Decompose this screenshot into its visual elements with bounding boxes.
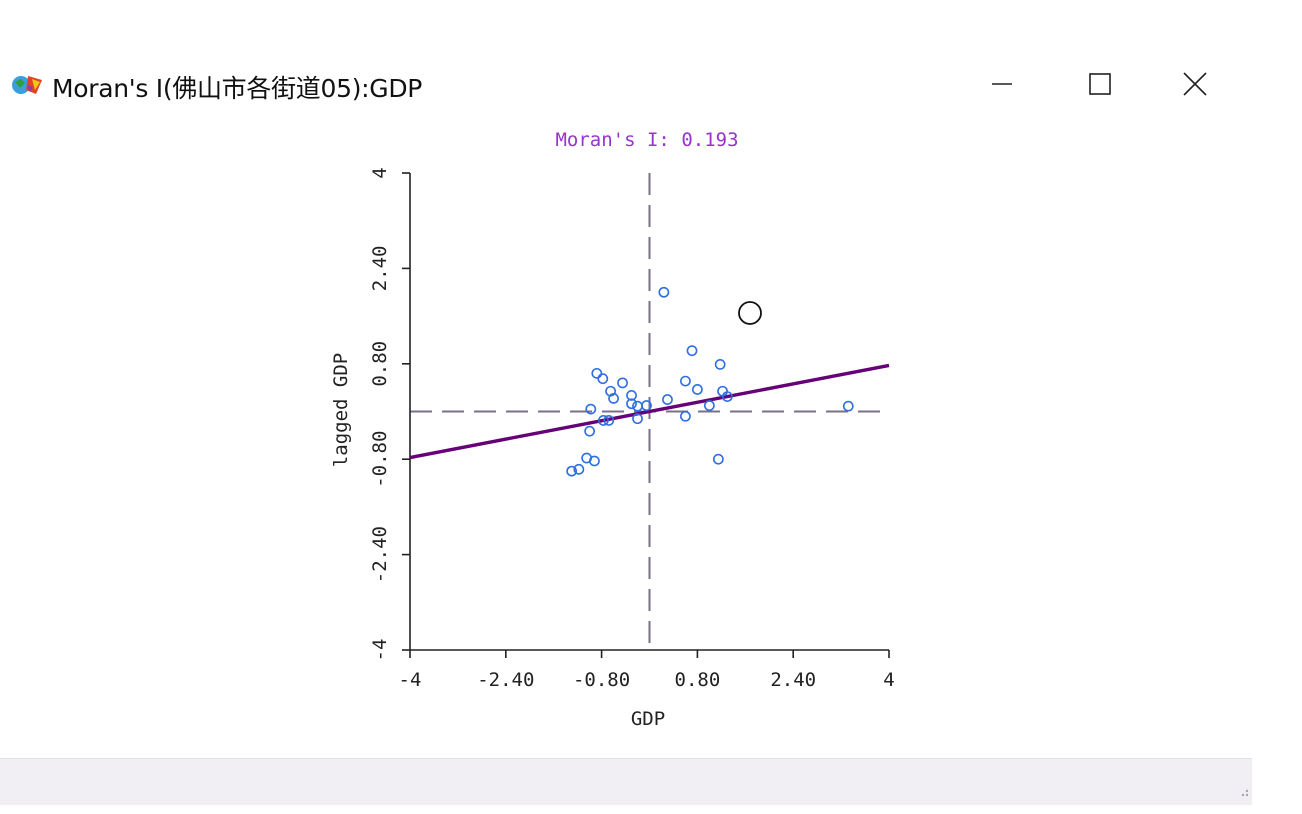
y-tick-label: 4 bbox=[369, 167, 391, 178]
x-ticks: -4 -2.40 -0.80 0.80 2.40 4 bbox=[399, 650, 895, 691]
y-axis-label: lagged GDP bbox=[330, 353, 352, 467]
scatter-point bbox=[721, 391, 733, 402]
scatter-point bbox=[714, 358, 726, 370]
window-title: Moran's I(佛山市各街道05):GDP bbox=[52, 74, 423, 103]
scatter-points bbox=[566, 286, 854, 477]
minimize-button[interactable] bbox=[982, 66, 1022, 102]
scatter-point bbox=[566, 465, 578, 477]
scatter-point bbox=[703, 400, 715, 411]
x-axis-label: GDP bbox=[631, 708, 665, 730]
x-tick-label: 0.80 bbox=[675, 669, 721, 691]
scatter-point bbox=[842, 400, 854, 412]
scatter-point bbox=[591, 367, 603, 379]
scatter-point bbox=[662, 394, 673, 405]
y-tick-label: -4 bbox=[369, 639, 391, 662]
scatter-point bbox=[584, 425, 596, 437]
x-tick-label: -2.40 bbox=[477, 669, 534, 691]
y-tick-label: -0.80 bbox=[369, 431, 391, 488]
x-tick-label: 4 bbox=[883, 669, 894, 691]
scatter-point bbox=[658, 286, 670, 298]
scatter-point bbox=[626, 390, 637, 401]
regression-line bbox=[409, 363, 890, 460]
scatter-point bbox=[632, 400, 643, 412]
scatter-point bbox=[617, 377, 628, 389]
regression-line-group bbox=[409, 363, 890, 460]
x-tick-label: 2.40 bbox=[770, 669, 816, 691]
moran-scatter-plot: Moran's I: 0.193 -4 -2.40 -0.80 0.80 2.40 4 -… bbox=[330, 129, 895, 730]
scatter-point bbox=[632, 413, 643, 425]
scatter-point bbox=[597, 415, 609, 426]
scatter-point bbox=[589, 455, 600, 467]
maximize-icon bbox=[1089, 73, 1111, 95]
scatter-point bbox=[573, 463, 585, 475]
circle-cursor-icon bbox=[738, 301, 762, 325]
y-tick-label: 0.80 bbox=[369, 341, 391, 387]
scatter-point bbox=[608, 392, 619, 404]
axes bbox=[409, 173, 889, 651]
scatter-point bbox=[686, 345, 698, 357]
app-icon bbox=[12, 76, 42, 94]
close-button[interactable] bbox=[1175, 66, 1215, 102]
title-bar[interactable]: Moran's I(佛山市各街道05):GDP bbox=[0, 60, 1302, 110]
x-tick-label: -4 bbox=[399, 669, 422, 691]
y-ticks: -4 -2.40 -0.80 0.80 2.40 4 bbox=[369, 167, 410, 661]
x-tick-label: -0.80 bbox=[573, 669, 630, 691]
status-bar bbox=[0, 758, 1252, 805]
scatter-point bbox=[712, 453, 724, 465]
scatter-point bbox=[603, 415, 615, 426]
scatter-point bbox=[597, 373, 609, 385]
scatter-point bbox=[692, 384, 703, 395]
y-tick-label: -2.40 bbox=[369, 526, 391, 583]
scatter-point bbox=[680, 375, 691, 387]
scatter-point bbox=[585, 403, 597, 415]
y-tick-label: 2.40 bbox=[369, 246, 391, 292]
scatter-point bbox=[680, 410, 691, 422]
scatter-point bbox=[626, 398, 637, 410]
scatter-point bbox=[605, 385, 616, 397]
resize-grip-icon[interactable] bbox=[1236, 786, 1250, 800]
scatter-point bbox=[641, 400, 652, 411]
close-icon bbox=[1183, 72, 1207, 96]
chart-title: Moran's I: 0.193 bbox=[555, 129, 738, 151]
maximize-button[interactable] bbox=[1080, 66, 1120, 102]
